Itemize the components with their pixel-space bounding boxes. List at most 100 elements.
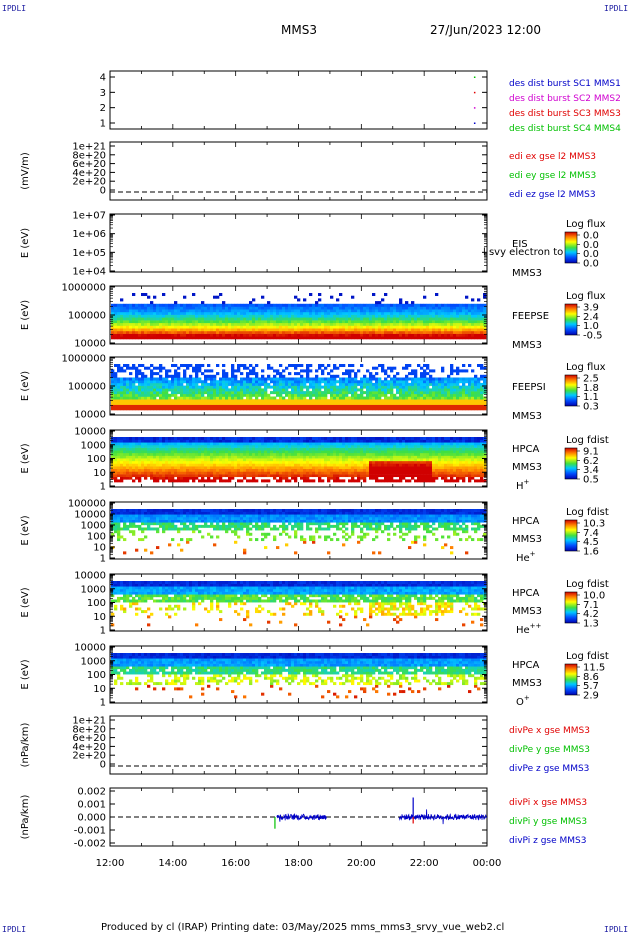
spec-cell <box>294 401 298 405</box>
spec-cell <box>315 380 319 384</box>
spec-cell <box>135 336 139 340</box>
spec-cell <box>327 322 331 326</box>
spec-cell <box>483 293 487 297</box>
spec-cell <box>456 393 460 397</box>
spec-cell <box>264 309 268 313</box>
spec-cell <box>246 466 250 470</box>
spec-cell <box>228 325 232 329</box>
spec-cell <box>363 303 367 307</box>
spec-cell <box>114 474 118 478</box>
spec-cell <box>351 322 355 326</box>
spec-cell <box>216 311 220 315</box>
spec-cell <box>321 396 325 400</box>
spec-cell <box>459 333 463 337</box>
spec-cell <box>474 320 478 324</box>
spec-cell <box>366 325 370 329</box>
spec-cell <box>264 377 268 381</box>
spec-cell <box>159 374 163 378</box>
spec-cell <box>321 437 325 440</box>
spec-cell <box>210 330 214 334</box>
spec-cell <box>123 303 127 307</box>
spec-cell <box>273 452 277 456</box>
spec-cell <box>222 399 226 403</box>
spec-cell <box>183 471 187 475</box>
spec-cell <box>465 322 469 326</box>
spec-cell <box>369 317 373 321</box>
spec-cell <box>198 474 202 478</box>
spec-cell <box>279 450 283 454</box>
spec-cell <box>432 314 436 318</box>
spec-cell <box>222 450 226 454</box>
spec-cell <box>207 306 211 310</box>
spec-cell <box>177 466 181 470</box>
spec-cell <box>153 336 157 340</box>
spec-cell <box>351 330 355 334</box>
spec-cell <box>390 320 394 324</box>
spec-cell <box>252 377 256 381</box>
spec-cell <box>234 460 238 464</box>
spec-cell <box>366 328 370 332</box>
spectrogram <box>111 364 487 411</box>
spec-cell <box>171 377 175 381</box>
spec-cell <box>438 328 442 332</box>
spec-cell <box>204 439 208 443</box>
spec-cell <box>312 306 316 310</box>
spec-cell <box>483 388 487 392</box>
spec-cell <box>306 466 310 470</box>
spec-cell <box>312 463 316 467</box>
spec-cell <box>276 320 280 324</box>
spec-cell <box>324 463 328 467</box>
spec-cell <box>342 333 346 337</box>
spec-cell <box>366 401 370 405</box>
spec-cell <box>306 450 310 454</box>
spec-cell <box>423 306 427 310</box>
spec-cell <box>228 330 232 334</box>
spec-cell <box>291 328 295 332</box>
spec-cell <box>273 466 277 470</box>
spec-cell <box>417 320 421 324</box>
spec-cell <box>249 396 253 400</box>
spec-cell <box>363 401 367 405</box>
spec-cell <box>402 366 406 370</box>
spec-cell <box>321 401 325 405</box>
spec-cell <box>282 452 286 456</box>
spec-cell <box>333 444 337 448</box>
spec-cell <box>267 439 271 443</box>
spec-cell <box>186 320 190 324</box>
spec-cell <box>312 447 316 451</box>
spec-cell <box>393 303 397 307</box>
spec-cell <box>333 388 337 392</box>
spec-cell <box>480 364 484 368</box>
spec-cell <box>450 388 454 392</box>
spec-cell <box>213 401 217 405</box>
panel-frame <box>109 70 488 130</box>
spec-cell <box>159 447 163 451</box>
spec-cell <box>318 455 322 459</box>
spec-cell <box>372 325 376 329</box>
spec-cell <box>150 372 154 376</box>
spec-cell <box>447 393 451 397</box>
spec-cell <box>234 447 238 451</box>
spec-cell <box>252 309 256 313</box>
spec-cell <box>447 374 451 378</box>
spec-cell <box>171 385 175 389</box>
spec-cell <box>435 330 439 334</box>
spec-cell <box>162 474 166 478</box>
spec-cell <box>375 325 379 329</box>
spec-cell <box>192 366 196 370</box>
spec-cell <box>234 442 238 446</box>
spec-cell <box>120 325 124 329</box>
spec-cell <box>159 455 163 459</box>
spec-cell <box>243 388 247 392</box>
spec-cell <box>363 407 367 411</box>
spec-cell <box>192 306 196 310</box>
spec-cell <box>333 306 337 310</box>
spec-cell <box>285 471 289 475</box>
spec-cell <box>138 407 142 411</box>
spec-cell <box>162 388 166 392</box>
spec-cell <box>276 450 280 454</box>
spec-cell <box>426 396 430 400</box>
spec-cell <box>183 388 187 392</box>
spec-cell <box>402 309 406 313</box>
spec-cell <box>330 303 334 307</box>
